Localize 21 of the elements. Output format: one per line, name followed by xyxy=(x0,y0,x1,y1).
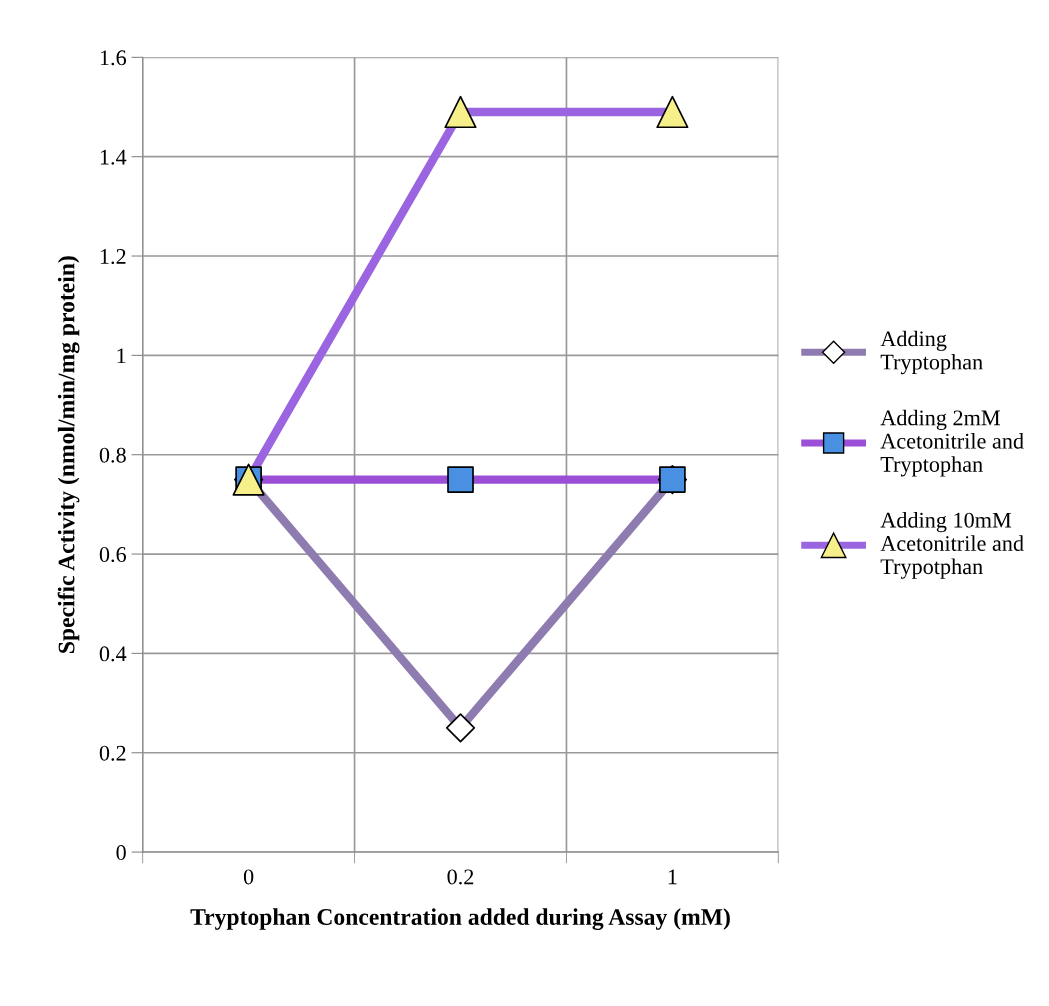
point xyxy=(656,95,689,129)
y-tick-label: 1.2 xyxy=(100,249,126,265)
y-tick-label: 0.8 xyxy=(99,447,126,463)
y-axis-title: Specific Activity (nmol/min/mg protein) xyxy=(57,256,80,653)
x-axis-title: Tryptophan Concentration added during Assay (mM) xyxy=(190,908,730,930)
x-tick-label: 1 xyxy=(668,869,677,885)
point xyxy=(445,713,476,743)
x-tick-label: 0.2 xyxy=(447,869,474,885)
y-tick-label: 0.6 xyxy=(99,546,127,563)
legend-label: Adding Tryptophan xyxy=(880,330,983,375)
y-tick-label: 1.4 xyxy=(100,149,127,165)
point xyxy=(447,466,474,493)
x-tick-label: 0 xyxy=(243,869,254,885)
legend-label: Adding 2mM Acetonitrile and Tryptophan xyxy=(880,409,1024,477)
y-tick-label: 1.6 xyxy=(100,50,127,66)
legend-label: Adding 10mM Acetonitrile and Trypotphan xyxy=(880,512,1024,579)
y-tick-label: 1 xyxy=(117,348,126,364)
point xyxy=(444,95,477,129)
y-tick-label: 0 xyxy=(116,845,126,861)
y-tick-label: 0.2 xyxy=(99,745,126,761)
y-tick-label: 0.4 xyxy=(99,646,127,662)
